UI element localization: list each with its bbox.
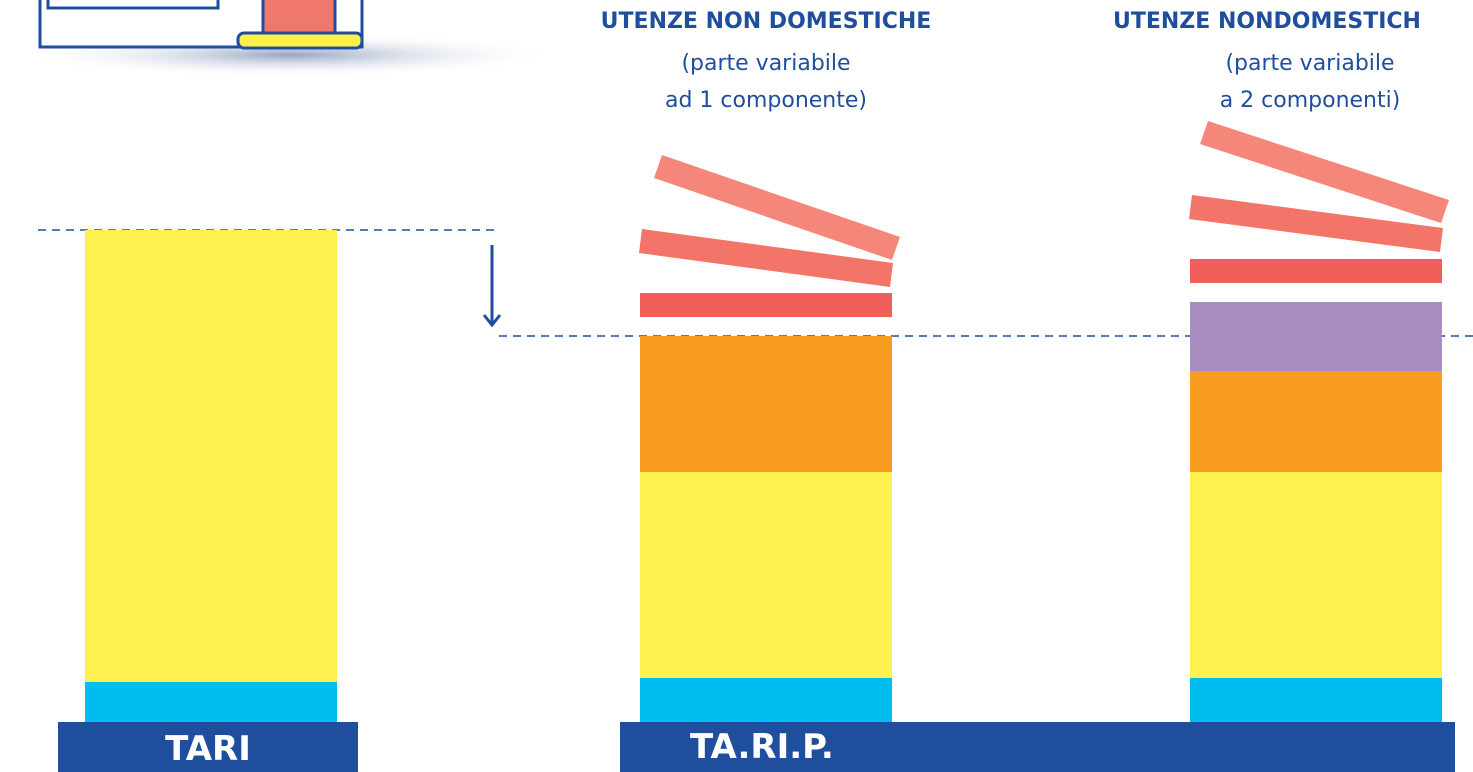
infographic: UTENZE NON DOMESTICHE (parte variabile a…: [0, 0, 1473, 772]
down-arrow: [484, 245, 500, 325]
building-icon: [20, 0, 560, 77]
column-title: UTENZE NONDOMESTICH: [1113, 9, 1421, 34]
column-subtitle: a 2 componenti): [1220, 88, 1401, 113]
column-subtitle: ad 1 componente): [665, 88, 867, 113]
column-1-stack: [639, 155, 900, 722]
column-2-stack: [1189, 121, 1449, 722]
page: UTENZE NON DOMESTICHE (parte variabile a…: [0, 0, 1473, 772]
tari-stack: [85, 230, 337, 722]
column-subtitle: (parte variabile: [1225, 51, 1394, 76]
column-subtitle: (parte variabile: [681, 51, 850, 76]
base-label: TARI: [165, 729, 251, 769]
column-title: UTENZE NON DOMESTICHE: [601, 9, 932, 34]
base-label: TA.RI.P.: [690, 727, 834, 767]
